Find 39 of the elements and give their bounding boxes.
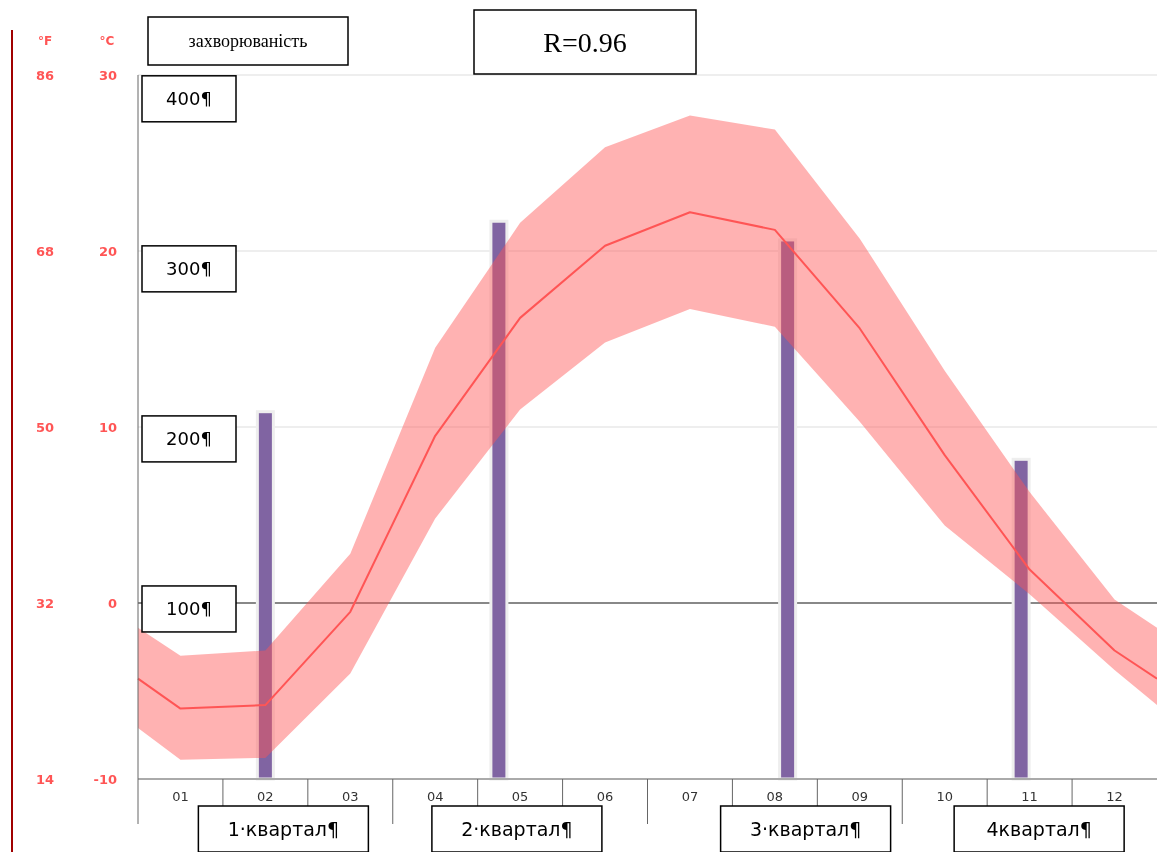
x-tick-label: 06 [596, 789, 614, 804]
text: 3·квартал¶ [749, 817, 862, 840]
x-tick-label: 08 [766, 789, 784, 804]
y2-tick-label: 86 [35, 67, 55, 83]
y3-tick-label: 400¶ [166, 88, 212, 110]
y3-axis-title: захворюваність [188, 31, 308, 52]
y3-tick-label: 100¶ [166, 598, 212, 620]
x-tick-label: 04 [426, 789, 444, 804]
bar [1011, 457, 1031, 781]
y3-tick-label: 300¶ [166, 258, 212, 280]
x-tick-label: 07 [681, 789, 699, 804]
y2-axis-title: °F [37, 34, 53, 48]
x-tick-label: 01 [172, 789, 189, 804]
bar [489, 219, 509, 781]
text: R=0.96 [543, 26, 627, 58]
y-tick-label: 0 [107, 595, 117, 611]
y-tick-label: -10 [93, 771, 117, 787]
line-series [137, 211, 1157, 710]
y-tick-label: 20 [98, 243, 117, 259]
y-tick-label: 10 [98, 419, 117, 435]
text: 2·квартал¶ [461, 817, 573, 840]
x-tick-label: 05 [511, 789, 529, 804]
y2-tick-label: 50 [35, 419, 55, 435]
text: 1·квартал¶ [227, 817, 340, 840]
x-tick-label: 11 [1021, 789, 1038, 804]
y2-tick-label: 68 [35, 243, 55, 259]
bar [778, 238, 798, 781]
bar [255, 410, 275, 781]
y2-tick-label: 14 [35, 771, 55, 787]
x-tick-label: 10 [936, 789, 953, 804]
y-axis-title: °C [99, 34, 115, 48]
y2-tick-label: 32 [35, 595, 55, 611]
x-tick-label: 12 [1106, 789, 1123, 804]
y-tick-label: 30 [98, 67, 117, 83]
x-tick-label: 02 [257, 789, 274, 804]
y3-tick-label: 200¶ [166, 428, 212, 450]
x-tick-label: 09 [851, 789, 869, 804]
x-tick-label: 03 [342, 789, 359, 804]
text: 4квартал¶ [986, 817, 1092, 840]
